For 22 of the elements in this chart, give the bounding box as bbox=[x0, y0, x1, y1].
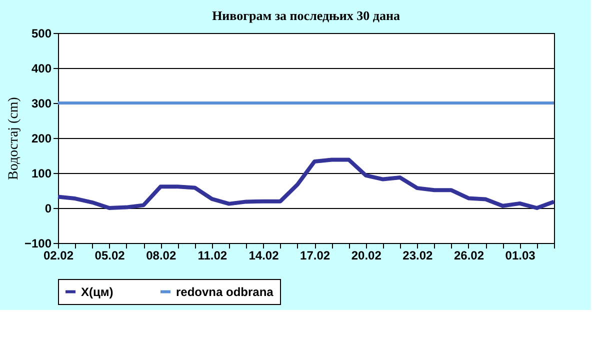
x-tick-label: 20.02 bbox=[351, 248, 382, 262]
legend-label: X(цм) bbox=[81, 284, 114, 299]
x-tick-label: 05.02 bbox=[94, 248, 126, 262]
y-tick-label: 100 bbox=[31, 166, 52, 180]
chart-title: Нивограм за последњих 30 дана bbox=[212, 8, 400, 23]
legend-label: redovna odbrana bbox=[176, 284, 274, 299]
y-tick-label: −100 bbox=[24, 236, 52, 250]
y-axis-title: Водостај (cm) bbox=[6, 96, 22, 180]
y-tick-label: 400 bbox=[31, 62, 52, 76]
x-tick-label: 14.02 bbox=[248, 248, 280, 262]
x-tick-label: 23.02 bbox=[402, 248, 434, 262]
y-tick-label: 500 bbox=[31, 26, 52, 40]
x-tick-label: 26.02 bbox=[454, 248, 484, 262]
x-tick-label: 08.02 bbox=[146, 248, 176, 262]
x-tick-label: 01.03 bbox=[505, 248, 536, 262]
y-tick-label: 0 bbox=[44, 202, 52, 216]
x-tick-label: 02.02 bbox=[43, 248, 74, 262]
x-tick-label: 11.02 bbox=[198, 248, 228, 262]
y-tick-label: 200 bbox=[31, 132, 52, 146]
y-tick-label: 300 bbox=[31, 96, 52, 110]
x-tick-label: 17.02 bbox=[300, 248, 330, 262]
line-series bbox=[56, 158, 556, 210]
